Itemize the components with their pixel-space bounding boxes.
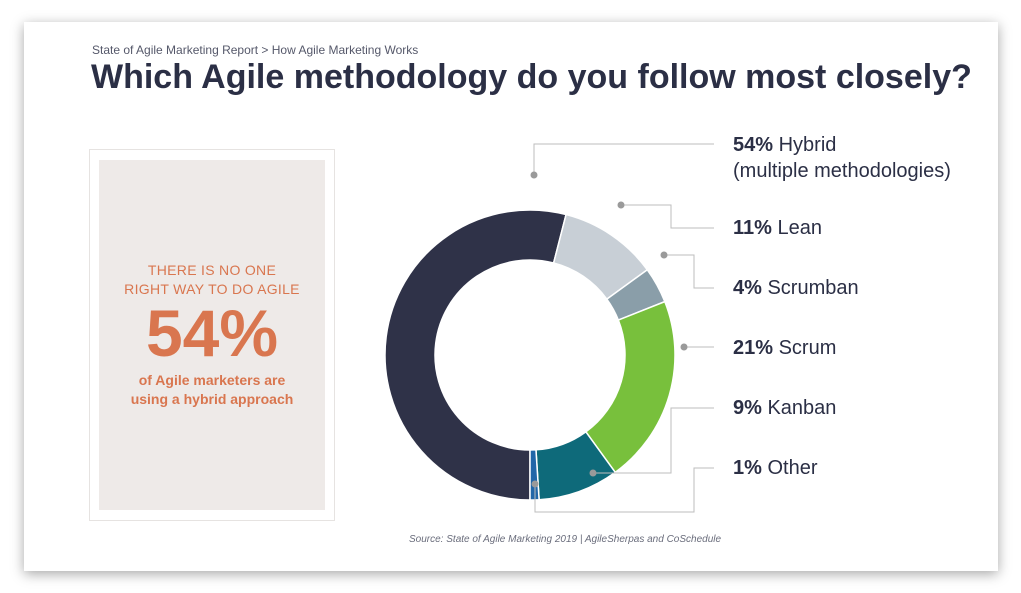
breadcrumb: State of Agile Marketing Report > How Ag… <box>92 43 419 57</box>
callout-sub-1: of Agile marketers are <box>138 372 286 388</box>
slice-label-pct: 1% <box>733 457 767 479</box>
slice-label-1: 54% Hybrid <box>733 134 836 156</box>
slice-label-pct: 21% <box>733 337 779 359</box>
leader-dot-5 <box>589 469 597 477</box>
leader-line-3 <box>664 254 714 289</box>
leader-line-6 <box>534 467 714 513</box>
callout-panel: THERE IS NO ONE RIGHT WAY TO DO AGILE 54… <box>89 149 335 521</box>
leader-dot-3 <box>660 251 668 259</box>
leader-dot-6 <box>531 480 539 488</box>
callout-inner: THERE IS NO ONE RIGHT WAY TO DO AGILE 54… <box>99 160 325 510</box>
slice-label-name: Lean <box>777 217 822 239</box>
slice-label-4: 21% Scrum <box>733 337 836 359</box>
slice-label-pct: 54% <box>733 134 779 156</box>
donut-slice-1 <box>384 209 567 501</box>
slice-label-pct: 4% <box>733 277 767 299</box>
donut-slice-4 <box>584 300 676 474</box>
page-title: Which Agile methodology do you follow mo… <box>91 58 972 96</box>
donut-chart: 54% Hybrid (multiple methodologies) 11% Le… <box>384 134 951 513</box>
slice-label-pct: 11% <box>733 217 777 239</box>
slice-label-3: 4% Scrumban <box>733 277 859 299</box>
leader-dot-4 <box>680 343 688 351</box>
slide: State of Agile Marketing Report > How Ag… <box>24 22 998 571</box>
callout-big-number: 54% <box>145 296 279 370</box>
slice-label-name: Scrumban <box>767 277 858 299</box>
slice-label-pct: 9% <box>733 397 767 419</box>
slice-label-2: 11% Lean <box>733 217 822 239</box>
callout-sub-2: using a hybrid approach <box>130 391 294 407</box>
slice-label-line2-1: (multiple methodologies) <box>733 160 951 182</box>
leader-dot-1 <box>530 171 538 179</box>
leader-line-1 <box>533 143 714 175</box>
callout-line-1: THERE IS NO ONE <box>147 262 277 278</box>
slice-label-name: Other <box>767 457 817 479</box>
slice-label-name: Hybrid <box>779 134 837 156</box>
slice-label-name: Scrum <box>779 337 837 359</box>
leader-dot-2 <box>617 201 625 209</box>
leader-line-5 <box>593 407 714 474</box>
slice-label-6: 1% Other <box>733 457 818 479</box>
source-note: Source: State of Agile Marketing 2019 | … <box>409 534 722 545</box>
slice-label-name: Kanban <box>767 397 836 419</box>
donut-slice-6 <box>529 449 540 501</box>
leader-line-2 <box>621 204 714 229</box>
slice-label-5: 9% Kanban <box>733 397 836 419</box>
callout-line-2: RIGHT WAY TO DO AGILE <box>124 281 300 297</box>
